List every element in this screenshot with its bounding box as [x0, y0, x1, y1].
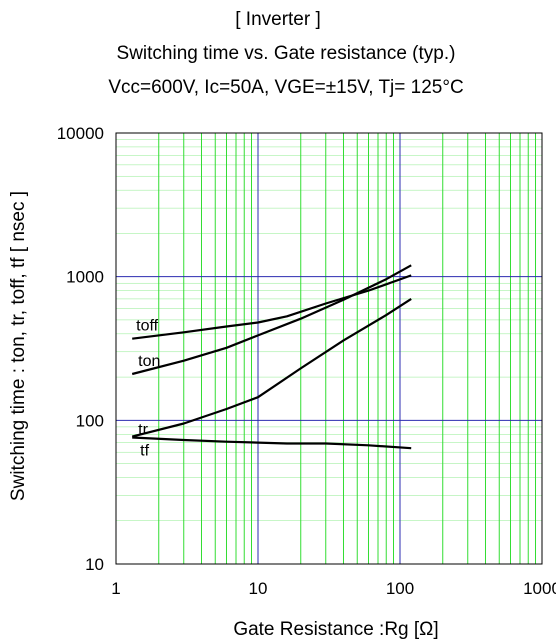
y-tick-label: 1000 [66, 268, 104, 287]
series-label-ton: ton [138, 353, 160, 370]
y-tick-label: 10 [85, 555, 104, 574]
series-line-tf [132, 436, 412, 450]
series-labels: toff ton tr tf [136, 318, 160, 460]
plot-frame [115, 132, 543, 565]
chart-subtitle: Switching time vs. Gate resistance (typ.… [116, 43, 456, 64]
x-tick-label: 1 [111, 579, 120, 598]
y-tick-label: 100 [76, 411, 104, 430]
x-tick-label: 10 [249, 579, 268, 598]
series-line-tr [131, 297, 412, 438]
x-tick-label: 1000 [523, 579, 556, 598]
series-line-toff [132, 274, 412, 340]
series-label-tr: tr [138, 422, 148, 439]
y-axis-label: Switching time : ton, tr, toff, tf [ nse… [8, 191, 29, 501]
series-label-tf: tf [140, 442, 149, 459]
tick-labels: 1 10 100 1000 10 100 1000 10000 [57, 124, 556, 598]
y-tick-label: 10000 [57, 124, 104, 143]
chart-title: [ Inverter ] [235, 9, 321, 30]
grid [116, 133, 542, 564]
series-line-ton [131, 264, 412, 376]
x-tick-label: 100 [386, 579, 414, 598]
test-conditions: Vcc=600V, Ic=50A, VGE=±15V, Tj= 125°C [108, 77, 464, 98]
series-label-toff: toff [136, 318, 159, 335]
series-lines [131, 264, 412, 450]
x-axis-label: Gate Resistance :Rg [Ω] [233, 619, 438, 640]
